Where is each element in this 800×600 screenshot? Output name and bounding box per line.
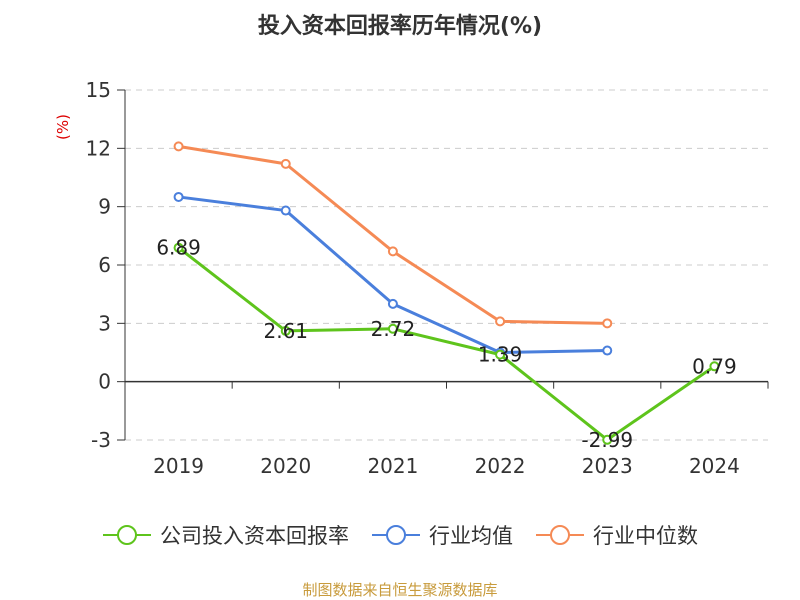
data-label: 2.72 xyxy=(371,317,416,341)
legend-marker-circle xyxy=(550,525,570,545)
data-point xyxy=(387,298,398,309)
y-tick-label: 12 xyxy=(86,136,111,160)
x-tick-label: 2020 xyxy=(260,454,311,478)
x-tick-label: 2021 xyxy=(367,454,418,478)
data-label: 1.39 xyxy=(478,343,523,367)
legend-marker xyxy=(372,525,420,545)
data-point xyxy=(602,434,613,445)
chart-title: 投入资本回报率历年情况(%) xyxy=(257,14,543,39)
data-point xyxy=(602,345,613,356)
data-point xyxy=(387,246,398,257)
data-point xyxy=(173,191,184,202)
data-point xyxy=(280,205,291,216)
legend-label: 公司投入资本回报率 xyxy=(160,524,349,548)
y-tick-label: -3 xyxy=(91,428,111,452)
data-label: 2.61 xyxy=(263,319,308,343)
x-tick-label: 2023 xyxy=(582,454,633,478)
x-tick-label: 2019 xyxy=(153,454,204,478)
data-label: -2.99 xyxy=(581,428,633,452)
grid-lines xyxy=(125,89,768,441)
y-axis-unit-label: (%) xyxy=(54,114,72,140)
legend-marker xyxy=(536,525,584,545)
axes: -3 0 3 6 9 12 15 2019 2020 2021 2022 2023 2024 xyxy=(86,78,769,478)
data-point xyxy=(495,316,506,327)
legend-marker-circle xyxy=(386,525,406,545)
y-tick-label: 15 xyxy=(86,78,111,102)
data-point xyxy=(173,242,184,253)
data-point xyxy=(280,325,291,336)
y-tick-label: 9 xyxy=(98,195,111,219)
y-tick-label: 6 xyxy=(98,253,111,277)
series-lines xyxy=(173,141,720,445)
legend-marker xyxy=(103,525,151,545)
data-label: 6.89 xyxy=(156,236,201,260)
data-point xyxy=(280,158,291,169)
legend-label: 行业均值 xyxy=(429,524,513,548)
data-point xyxy=(709,361,720,372)
y-tick-label: 0 xyxy=(98,370,111,394)
data-point xyxy=(602,318,613,329)
legend-item: 行业中位数 xyxy=(535,520,698,550)
legend-item: 公司投入资本回报率 xyxy=(102,520,349,550)
data-label: 0.79 xyxy=(692,354,737,378)
legend-marker-circle xyxy=(117,525,137,545)
series-line xyxy=(177,246,716,442)
data-source-note: 制图数据来自恒生聚源数据库 xyxy=(302,581,498,599)
data-point xyxy=(495,349,506,360)
data-point xyxy=(173,141,184,152)
data-labels: 6.89 2.61 2.72 1.39 -2.99 0.79 xyxy=(156,236,736,452)
x-tick-label: 2024 xyxy=(689,454,740,478)
legend-label: 行业中位数 xyxy=(593,524,698,548)
legend: 公司投入资本回报率 行业均值 行业中位数 xyxy=(0,520,800,550)
x-tick-label: 2022 xyxy=(475,454,526,478)
legend-item: 行业均值 xyxy=(371,520,513,550)
y-tick-label: 3 xyxy=(98,311,111,335)
data-point xyxy=(387,323,398,334)
